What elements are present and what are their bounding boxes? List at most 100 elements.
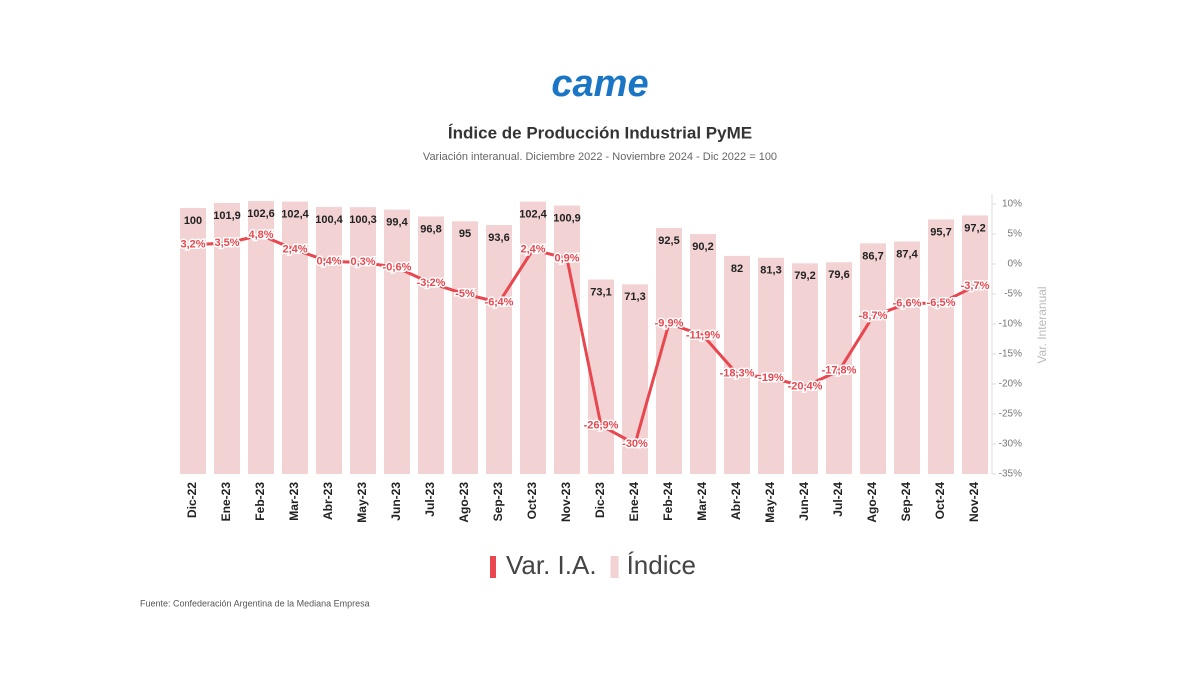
line-value-label: -0,6% (383, 262, 412, 274)
line-value-label: 2,4% (520, 244, 545, 256)
bar-value-label: 102,6 (247, 208, 275, 220)
y2-tick-label: -5% (1004, 289, 1022, 300)
bar-value-label: 93,6 (488, 232, 509, 244)
line-value-label: -3,7% (961, 280, 990, 292)
bar-value-label: 102,4 (281, 209, 309, 221)
bar (554, 205, 580, 474)
line-value-label: 3,5% (214, 237, 239, 249)
x-tick-label: Ene-23 (219, 482, 233, 522)
bar-value-label: 95,7 (930, 226, 951, 238)
y2-tick-label: -25% (999, 409, 1022, 420)
bar (792, 263, 818, 474)
line-value-label: -18,3% (720, 368, 755, 380)
bar (758, 257, 784, 474)
x-tick-label: Ago-24 (865, 482, 879, 523)
bar-value-label: 90,2 (692, 241, 713, 253)
legend-marker (610, 556, 619, 578)
bar-value-label: 82 (731, 263, 743, 275)
bar-value-label: 96,8 (420, 223, 441, 235)
bar-value-label: 79,6 (828, 269, 849, 281)
legend-label: Var. I.A. (506, 550, 597, 580)
line-value-label: -9,9% (655, 317, 684, 329)
line-value-label: 0,4% (316, 256, 341, 268)
y2-tick-label: -15% (999, 349, 1022, 360)
bar (860, 243, 886, 474)
x-tick-label: Dic-23 (593, 482, 607, 518)
line-value-label: -20,4% (788, 380, 823, 392)
x-tick-label: Abr-23 (321, 482, 335, 520)
line-value-label: -30% (622, 438, 648, 450)
chart-subtitle: Variación interanual. Diciembre 2022 - N… (423, 151, 777, 163)
x-tick-label: Jul-24 (831, 482, 845, 517)
bar (316, 206, 342, 475)
line-value-label: 4,8% (248, 229, 273, 241)
legend-label: Índice (627, 550, 696, 580)
bar-value-label: 100,9 (553, 213, 581, 225)
bar (214, 202, 240, 474)
logo: came (551, 63, 648, 105)
line-value-label: -8,7% (859, 310, 888, 322)
bar (486, 225, 512, 474)
line (192, 233, 976, 447)
x-tick-label: Abr-24 (729, 482, 743, 520)
bar (452, 221, 478, 474)
bar-value-label: 99,4 (386, 216, 408, 228)
bar-value-label: 100,3 (349, 214, 377, 226)
y2-tick-label: -35% (999, 469, 1022, 480)
line-value-label: -6,6% (893, 298, 922, 310)
bar (962, 215, 988, 475)
bar-value-label: 81,3 (760, 265, 781, 277)
bar-value-label: 95 (459, 228, 471, 240)
line-value-label: -19% (758, 372, 784, 384)
x-tick-label: Oct-23 (525, 482, 539, 520)
y2-tick-label: -10% (999, 319, 1022, 330)
line-value-label: -5% (455, 288, 475, 300)
x-tick-label: Mar-24 (695, 482, 709, 521)
y2-tick-label: 10% (1002, 199, 1022, 210)
bar (418, 216, 444, 475)
bar (180, 207, 206, 474)
line-value-label: 3,2% (180, 239, 205, 251)
x-tick-label: Jul-23 (423, 482, 437, 517)
line-value-label: -6,4% (485, 296, 514, 308)
y2-tick-label: 0% (1008, 259, 1023, 270)
bar-value-label: 100 (184, 215, 202, 227)
y2-tick-label: -20% (999, 379, 1022, 390)
line-value-label: -3,2% (417, 277, 446, 289)
x-tick-label: Sep-24 (899, 482, 913, 522)
x-tick-label: Nov-24 (967, 482, 981, 522)
bar-value-label: 102,4 (519, 209, 547, 221)
x-tick-label: Sep-23 (491, 482, 505, 522)
bar (282, 201, 308, 475)
bar (350, 207, 376, 474)
x-tick-label: Dic-22 (185, 482, 199, 518)
bar-value-label: 87,4 (896, 248, 918, 260)
bar (690, 234, 716, 474)
y2-tick-label: -30% (999, 439, 1022, 450)
bar-value-label: 71,3 (624, 291, 645, 303)
x-tick-label: Nov-23 (559, 482, 573, 522)
x-tick-label: Feb-23 (253, 482, 267, 521)
bar-value-label: 73,1 (590, 286, 611, 298)
x-tick-label: May-23 (355, 482, 369, 523)
bar-value-label: 92,5 (658, 235, 679, 247)
line-value-label: 0,9% (554, 253, 579, 265)
x-tick-label: Mar-23 (287, 482, 301, 521)
x-tick-label: Ene-24 (627, 482, 641, 522)
bar-value-label: 79,2 (794, 270, 815, 282)
y2-axis-label: Var. Interanual (1035, 286, 1049, 363)
line-value-label: -17,8% (822, 365, 857, 377)
source: Fuente: Confederación Argentina de la Me… (140, 598, 370, 608)
bar (384, 209, 410, 474)
bar-value-label: 100,4 (315, 214, 343, 226)
x-tick-label: Jun-24 (797, 482, 811, 521)
x-tick-label: Feb-24 (661, 482, 675, 521)
bar-value-label: 101,9 (213, 210, 241, 222)
bar-value-label: 86,7 (862, 250, 883, 262)
bar (928, 219, 954, 474)
bar-value-label: 97,2 (964, 222, 985, 234)
legend-marker (490, 556, 496, 578)
x-tick-label: Jun-23 (389, 482, 403, 521)
y2-tick-label: 5% (1008, 229, 1023, 240)
